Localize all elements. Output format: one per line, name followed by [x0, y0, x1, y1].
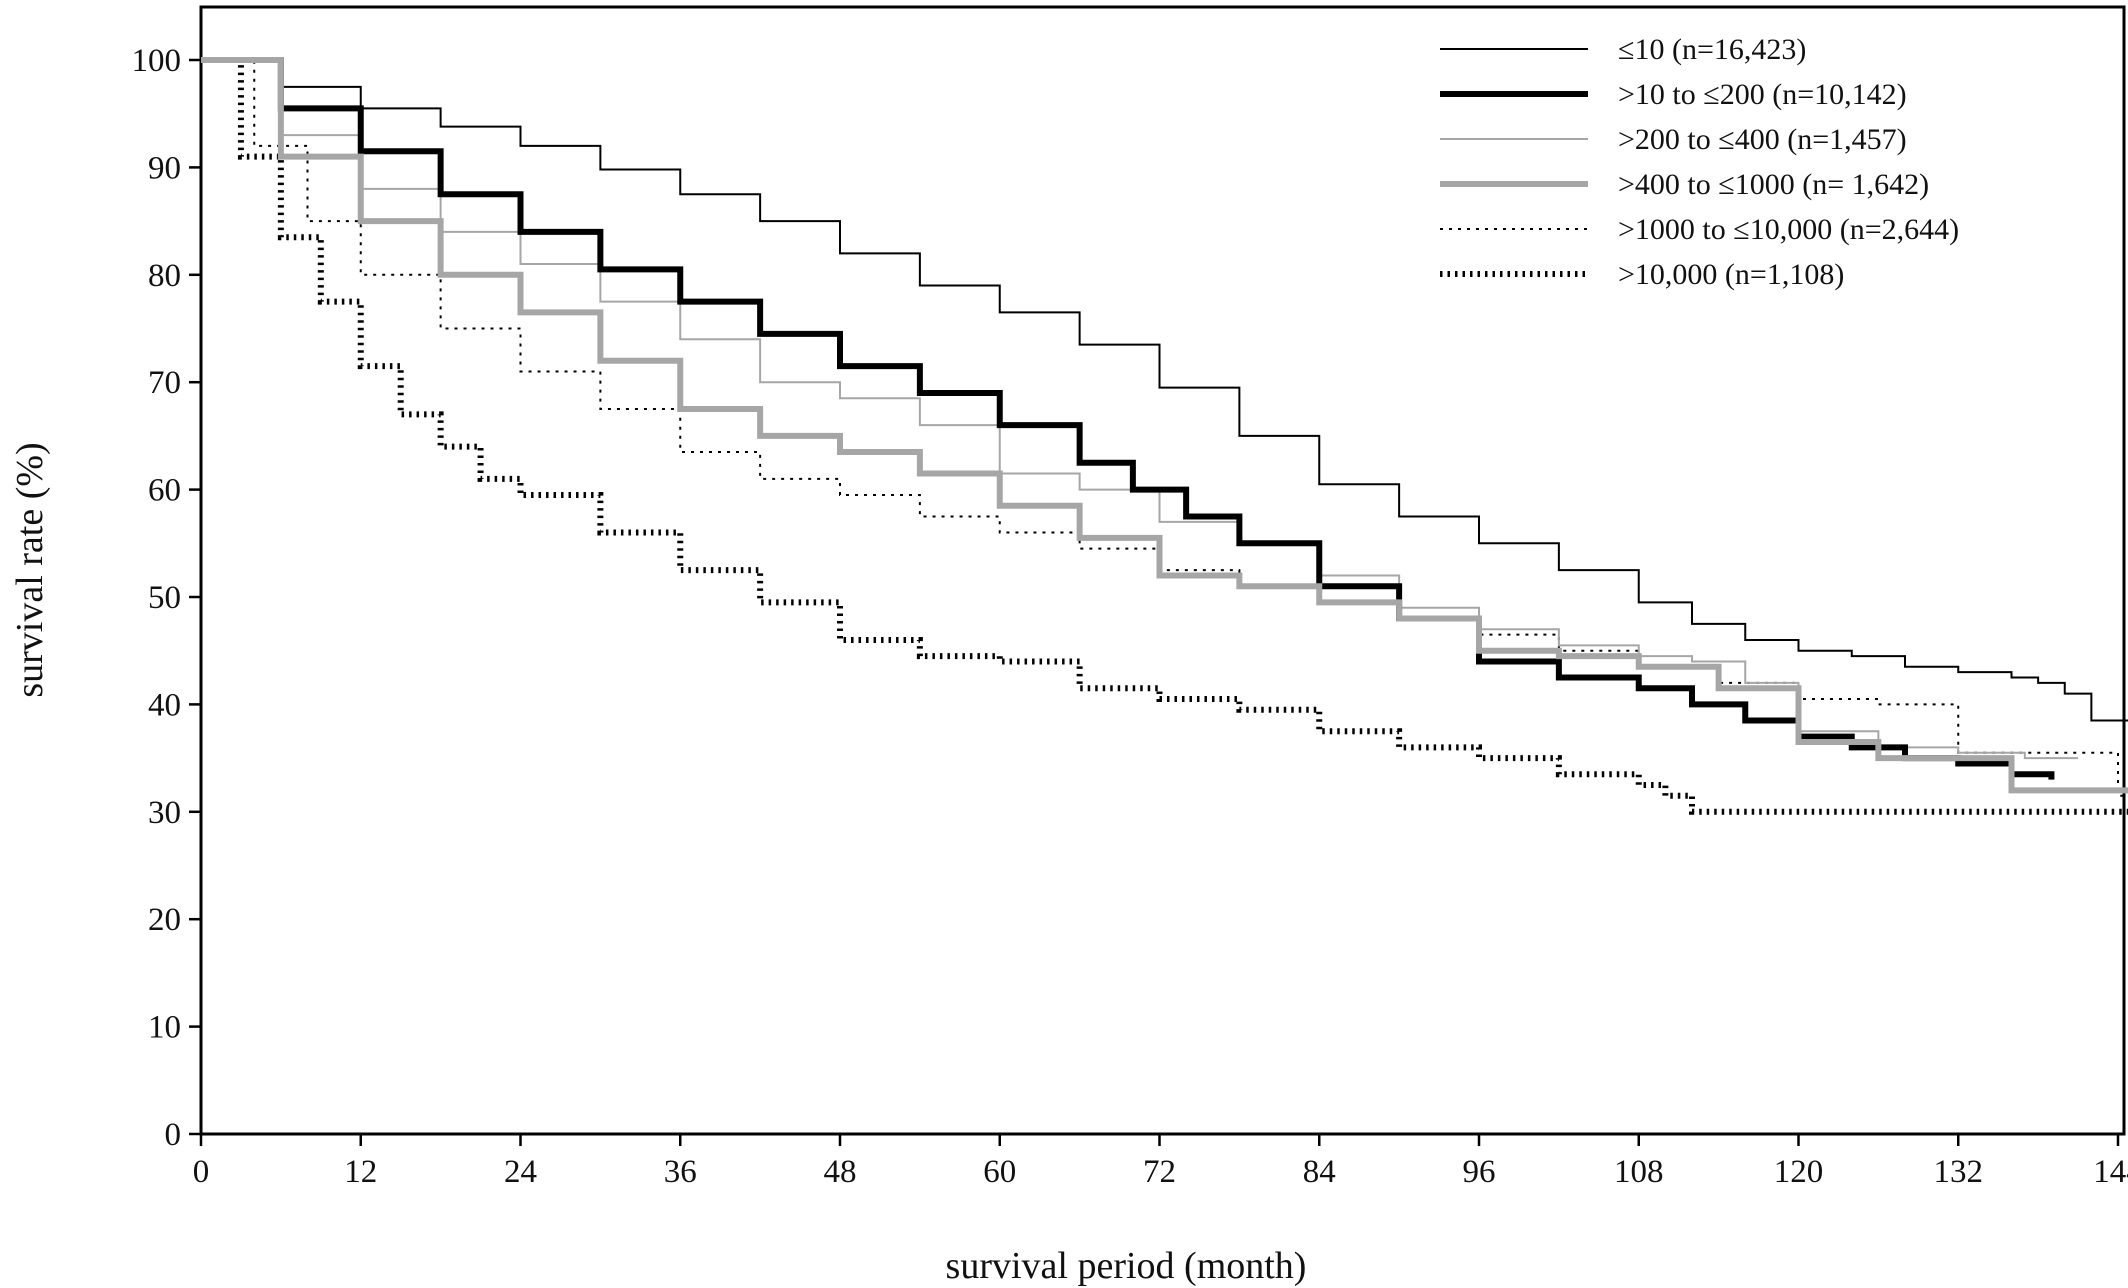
plot-frame: [199, 5, 2126, 1136]
x-tick-label: 96: [1463, 1154, 1496, 1190]
x-tick-label: 108: [1614, 1154, 1664, 1190]
y-tick-label: 0: [165, 1117, 182, 1153]
series-line-2: [201, 57, 2055, 780]
series-line-6: [201, 57, 2128, 815]
y-tick-label: 90: [148, 150, 181, 186]
x-tick-label: 120: [1774, 1154, 1824, 1190]
x-axis: 0 12 24 36 48 60 72 84 96 108 120 132 144: [193, 1134, 2128, 1190]
x-tick-label: 48: [824, 1154, 857, 1190]
y-tick-label: 60: [148, 473, 181, 509]
x-tick-label: 60: [983, 1154, 1016, 1190]
legend-label: ≤10 (n=16,423): [1618, 33, 1806, 66]
y-tick-label: 50: [148, 580, 181, 616]
legend-label: >200 to ≤400 (n=1,457): [1618, 123, 1907, 156]
y-tick-label: 30: [148, 795, 181, 831]
x-tick-label: 36: [664, 1154, 697, 1190]
x-tick-label: 84: [1303, 1154, 1336, 1190]
series-line-1: [201, 59, 2128, 722]
y-tick-label: 40: [148, 687, 181, 723]
series-lines: [201, 57, 2128, 815]
x-tick-label: 0: [193, 1154, 210, 1190]
x-tick-label: 72: [1143, 1154, 1176, 1190]
x-tick-label: 144: [2093, 1154, 2128, 1190]
legend: ≤10 (n=16,423) >10 to ≤200 (n=10,142) >200…: [1440, 33, 1959, 291]
y-tick-label: 100: [132, 43, 182, 79]
y-tick-label: 20: [148, 902, 181, 938]
y-tick-label: 80: [148, 258, 181, 294]
series-line-4: [201, 57, 2128, 794]
legend-label: >10,000 (n=1,108): [1618, 258, 1844, 291]
legend-label: >400 to ≤1000 (n= 1,642): [1618, 168, 1929, 201]
x-tick-label: 24: [504, 1154, 537, 1190]
y-axis-title: survival rate (%): [9, 442, 51, 697]
legend-label: >10 to ≤200 (n=10,142): [1618, 78, 1907, 111]
y-tick-label: 10: [148, 1010, 181, 1046]
x-tick-label: 132: [1934, 1154, 1984, 1190]
x-axis-title: survival period (month): [946, 1245, 1307, 1287]
y-tick-label: 70: [148, 365, 181, 401]
legend-label: >1000 to ≤10,000 (n=2,644): [1618, 213, 1959, 246]
plot-area: [199, 5, 2126, 1136]
y-axis: 0 10 20 30 40 50 60 70 80 90 100: [132, 43, 201, 1153]
x-tick-label: 12: [344, 1154, 377, 1190]
series-line-3: [201, 59, 2079, 760]
